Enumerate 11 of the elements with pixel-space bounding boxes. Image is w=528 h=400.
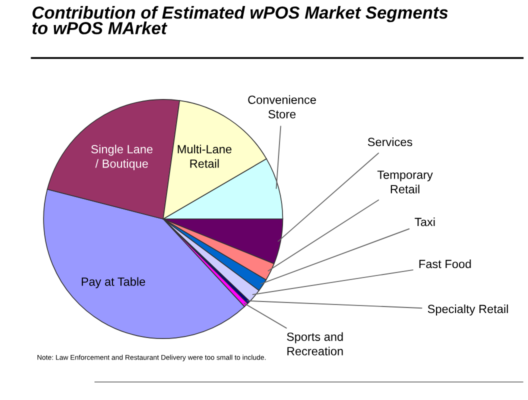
- slice-label: Specialty Retail: [428, 304, 508, 316]
- slice-label: Pay at Table: [82, 277, 146, 288]
- slice-label: Convenience Store: [248, 95, 316, 118]
- slice-label: Single Lane / Boutique: [91, 144, 153, 170]
- slice-label: Services: [368, 138, 412, 146]
- slice-label: Multi-Lane Retail: [178, 144, 232, 168]
- slice-label: Taxi: [414, 217, 435, 226]
- slice-label: Fast Food: [419, 259, 471, 268]
- slice-label: Temporary Retail: [377, 170, 433, 194]
- chart-title: Contribution of Estimated wPOS Market Segments to wPOS MArket: [32, 6, 448, 34]
- slice-label: Sports and Recreation: [286, 332, 343, 356]
